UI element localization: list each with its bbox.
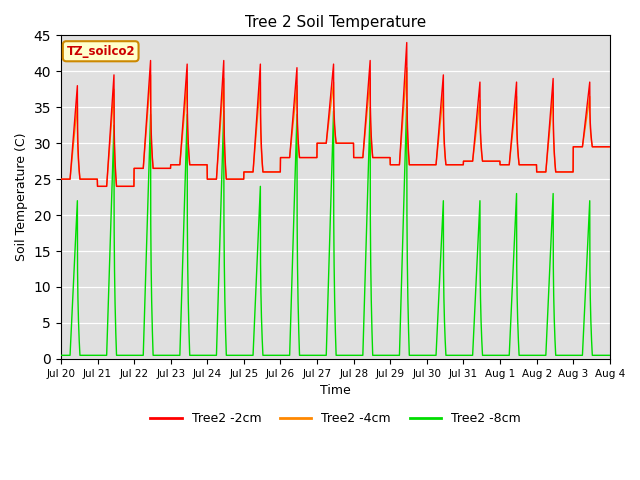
Y-axis label: Soil Temperature (C): Soil Temperature (C) — [15, 133, 28, 262]
X-axis label: Time: Time — [320, 384, 351, 397]
Text: TZ_soilco2: TZ_soilco2 — [67, 45, 135, 58]
Legend: Tree2 -2cm, Tree2 -4cm, Tree2 -8cm: Tree2 -2cm, Tree2 -4cm, Tree2 -8cm — [145, 407, 525, 430]
Title: Tree 2 Soil Temperature: Tree 2 Soil Temperature — [244, 15, 426, 30]
